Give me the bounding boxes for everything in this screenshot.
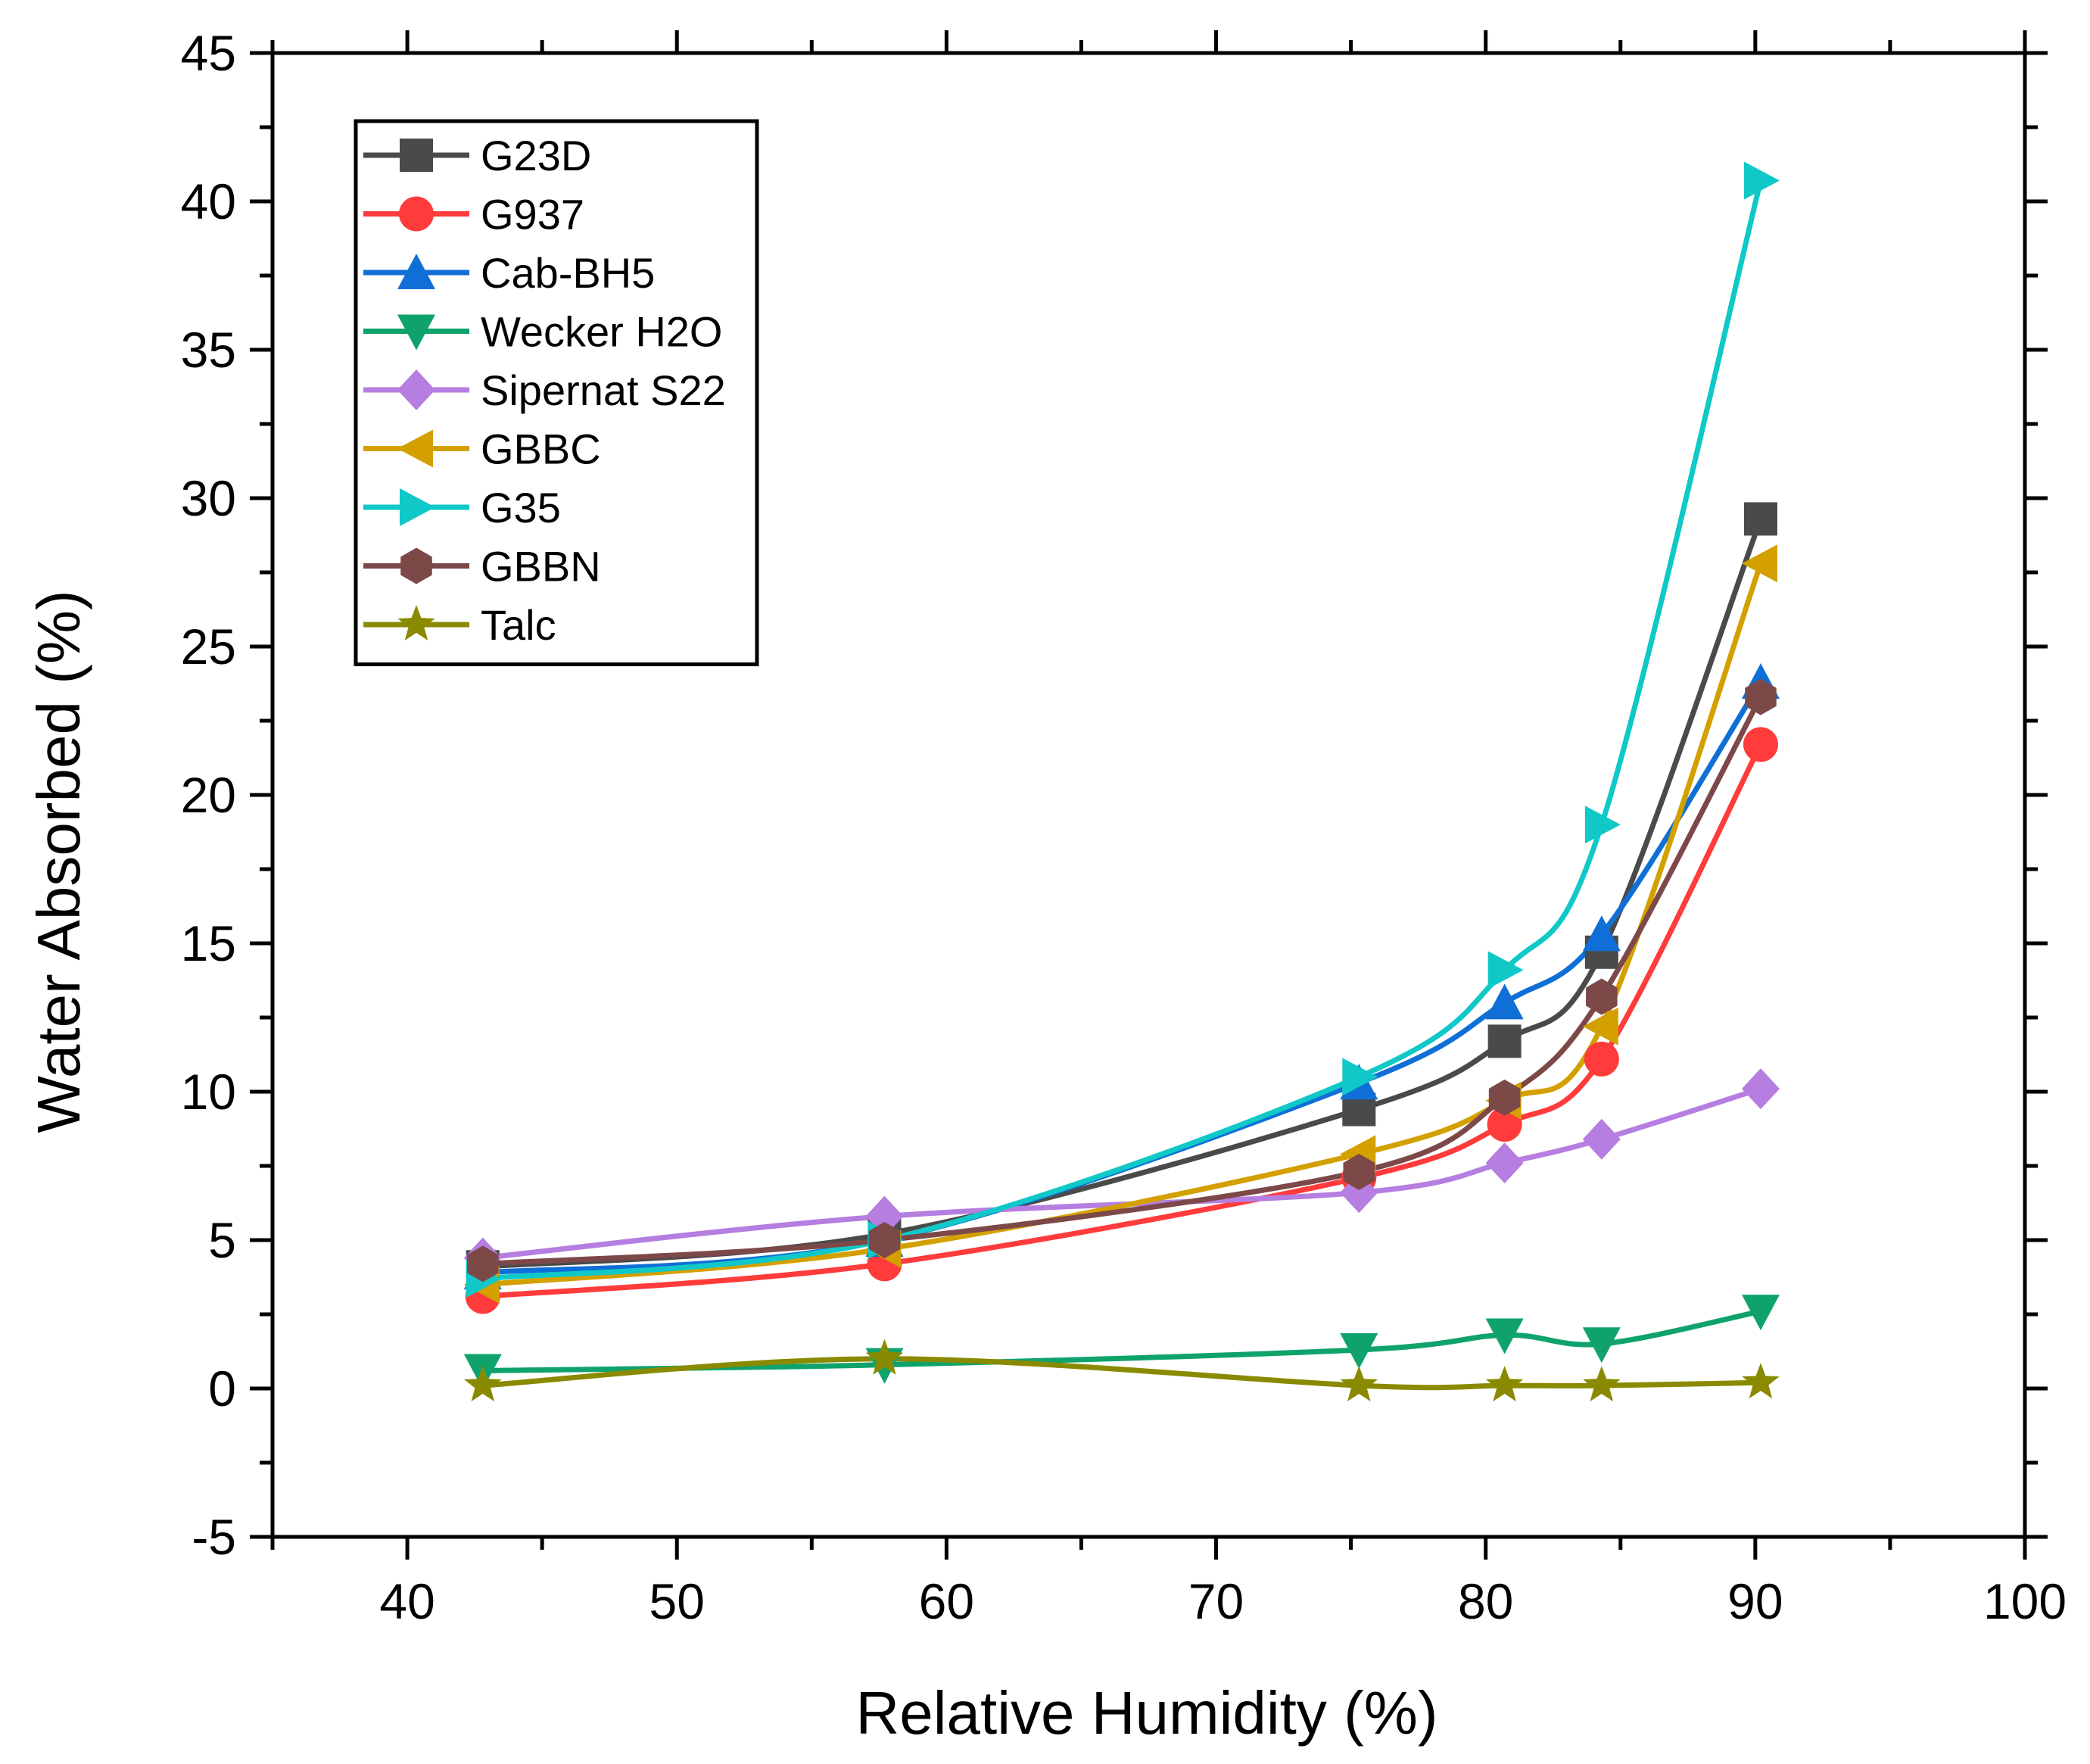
legend-label-g23d: G23D — [481, 132, 591, 179]
plot-frame-layer — [270, 51, 2027, 1539]
legend: G23D G937 Cab-BH5 Wecker H2O Sipernat S22 GBB… — [354, 119, 759, 666]
legend-label-wecker-h2o: Wecker H2O — [481, 308, 722, 356]
data-point-gbbn — [868, 1222, 901, 1258]
legend-marker-talc — [397, 605, 435, 641]
y-axis-title: Water Absorbed (%) — [25, 590, 92, 1133]
data-point-g35 — [1584, 806, 1621, 844]
data-point-g937 — [1584, 1041, 1619, 1077]
y-tick-label: -5 — [192, 1509, 236, 1565]
series-line-sipernat-s22 — [480, 1086, 1764, 1261]
data-point-g23d — [1487, 1024, 1522, 1058]
legend-marker-sipernat-s22 — [397, 369, 435, 410]
data-point-talc — [1340, 1366, 1378, 1402]
x-tick-label: 40 — [379, 1573, 435, 1629]
x-tick-label: 90 — [1727, 1573, 1783, 1629]
y-tick-label: 30 — [181, 470, 236, 526]
y-tick-label: 15 — [181, 915, 236, 971]
data-point-gbbc — [1741, 544, 1777, 583]
data-point-wecker-h2o — [1340, 1333, 1378, 1370]
data-point-talc — [1485, 1366, 1524, 1402]
data-point-cab-bh5 — [1485, 983, 1524, 1020]
plot-frame — [270, 51, 2027, 1539]
legend-label-talc: Talc — [481, 601, 556, 649]
legend-marker-g23d — [400, 139, 433, 172]
legend-marker-gbbc — [397, 429, 433, 468]
x-axis-title: Relative Humidity (%) — [855, 1679, 1437, 1747]
series-line-g35 — [480, 178, 1764, 1282]
data-point-gbbn — [1488, 1079, 1521, 1116]
data-point-wecker-h2o — [1485, 1318, 1524, 1354]
x-tick-label: 60 — [919, 1573, 974, 1629]
y-tick-label: 45 — [181, 25, 236, 81]
data-point-gbbn — [1343, 1153, 1375, 1190]
data-point-gbbn — [467, 1245, 499, 1282]
y-tick-label: 35 — [181, 322, 236, 378]
data-point-wecker-h2o — [1741, 1295, 1780, 1331]
data-point-talc — [1742, 1363, 1780, 1399]
data-point-g937 — [1487, 1107, 1522, 1142]
data-point-talc — [865, 1339, 904, 1375]
series-markers-layer — [463, 161, 1780, 1402]
x-tick-label: 70 — [1188, 1573, 1244, 1629]
data-point-gbbn — [1586, 978, 1618, 1015]
data-point-gbbc — [1582, 1007, 1618, 1046]
x-tick-label: 50 — [649, 1573, 705, 1629]
data-point-g35 — [1487, 951, 1524, 990]
legend-label-g937: G937 — [481, 191, 584, 238]
legend-marker-gbbn — [400, 547, 432, 584]
data-point-talc — [464, 1366, 502, 1402]
data-point-talc — [1583, 1366, 1621, 1402]
legend-label-gbbn: GBBN — [481, 543, 601, 591]
x-tick-label: 80 — [1458, 1573, 1513, 1629]
axes-layer: 40 50 60 70 80 90 100 -5 0 5 10 15 20 25 30 35 40 45 — [181, 25, 2067, 1629]
y-tick-label: 20 — [181, 767, 236, 823]
legend-marker-cab-bh5 — [397, 254, 435, 289]
y-tick-label: 10 — [181, 1064, 236, 1120]
legend-label-cab-bh5: Cab-BH5 — [481, 249, 655, 297]
data-point-sipernat-s22 — [1485, 1142, 1524, 1184]
series-line-gbbn — [480, 694, 1764, 1267]
legend-marker-g35 — [400, 488, 435, 526]
series-line-wecker-h2o — [480, 1308, 1764, 1373]
legend-label-gbbc: GBBC — [481, 425, 601, 473]
y-tick-label: 40 — [181, 173, 236, 229]
data-point-g35 — [1342, 1058, 1378, 1096]
data-point-wecker-h2o — [1582, 1327, 1621, 1364]
series-line-gbbc — [480, 560, 1764, 1288]
y-tick-label: 5 — [208, 1212, 236, 1268]
data-point-g23d — [1743, 502, 1777, 536]
data-point-g35 — [1743, 161, 1780, 200]
legend-marker-g937 — [399, 196, 434, 232]
legend-label-sipernat-s22: Sipernat S22 — [481, 366, 726, 414]
legend-marker-wecker-h2o — [397, 314, 435, 351]
data-point-sipernat-s22 — [1741, 1068, 1780, 1110]
x-tick-label: 100 — [1983, 1573, 2067, 1629]
y-tick-label: 25 — [181, 619, 236, 675]
series-line-talc — [480, 1356, 1764, 1391]
data-point-g937 — [1743, 727, 1778, 762]
legend-label-g35: G35 — [481, 484, 561, 531]
data-point-gbbn — [1745, 678, 1777, 715]
y-tick-label: 0 — [208, 1360, 236, 1416]
series-line-cab-bh5 — [480, 679, 1764, 1276]
data-point-sipernat-s22 — [1582, 1118, 1621, 1160]
data-point-cab-bh5 — [1582, 915, 1621, 952]
